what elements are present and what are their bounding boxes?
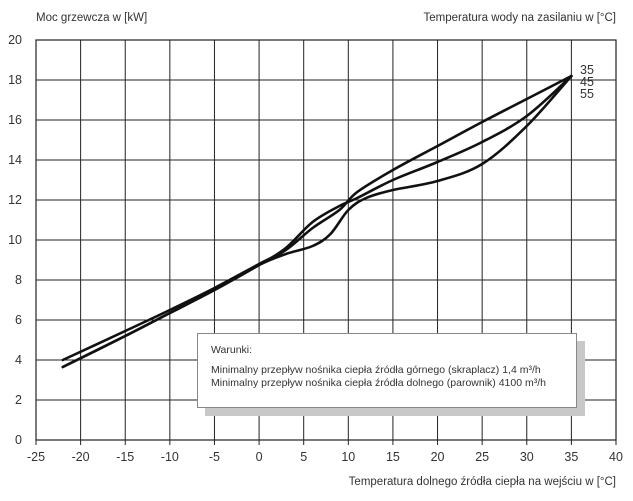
x-tick-label: 35 <box>564 450 578 464</box>
note-line-2: Minimalny przepływ nośnika ciepła źródła… <box>211 377 546 389</box>
x-tick-label: 10 <box>341 450 355 464</box>
series-line-55 <box>61 74 573 369</box>
y-tick-label: 20 <box>8 33 22 47</box>
y-tick-label: 18 <box>8 73 22 87</box>
x-tick-label: 40 <box>609 450 623 464</box>
y-tick-label: 14 <box>8 153 22 167</box>
x-tick-label: -20 <box>72 450 90 464</box>
note-line-1: Minimalny przepływ nośnika ciepła źródła… <box>211 364 541 376</box>
x-tick-label: -10 <box>161 450 179 464</box>
y-tick-label: 8 <box>15 273 22 287</box>
x-tick-label: -5 <box>209 450 220 464</box>
y-tick-label: 0 <box>15 433 22 447</box>
y-tick-label: 16 <box>8 113 22 127</box>
x-tick-label: 0 <box>256 450 263 464</box>
x-tick-label: 20 <box>431 450 445 464</box>
y-axis-title: Moc grzewcza w [kW] <box>36 12 148 24</box>
x-tick-label: 30 <box>520 450 534 464</box>
x-tick-label: -25 <box>27 450 45 464</box>
x-tick-label: 15 <box>386 450 400 464</box>
series-label-35: 35 <box>580 63 594 77</box>
series-label-55: 55 <box>580 87 594 101</box>
y-tick-label: 2 <box>15 393 22 407</box>
x-tick-label: -15 <box>116 450 134 464</box>
plot-frame <box>35 39 617 441</box>
conditions-note: Warunki: Minimalny przepływ nośnika ciep… <box>197 333 577 408</box>
series-line-35 <box>61 74 573 362</box>
x-axis-title: Temperatura dolnego źródła ciepła na wej… <box>348 476 616 488</box>
series-label-45: 45 <box>580 75 594 89</box>
y-tick-label: 10 <box>8 233 22 247</box>
note-title: Warunki: <box>211 344 253 356</box>
x-tick-label: 25 <box>475 450 489 464</box>
series-title: Temperatura wody na zasilaniu w [°C] <box>423 12 616 24</box>
x-tick-label: 5 <box>300 450 307 464</box>
y-tick-label: 4 <box>15 353 22 367</box>
y-tick-label: 12 <box>8 193 22 207</box>
y-tick-label: 6 <box>15 313 22 327</box>
